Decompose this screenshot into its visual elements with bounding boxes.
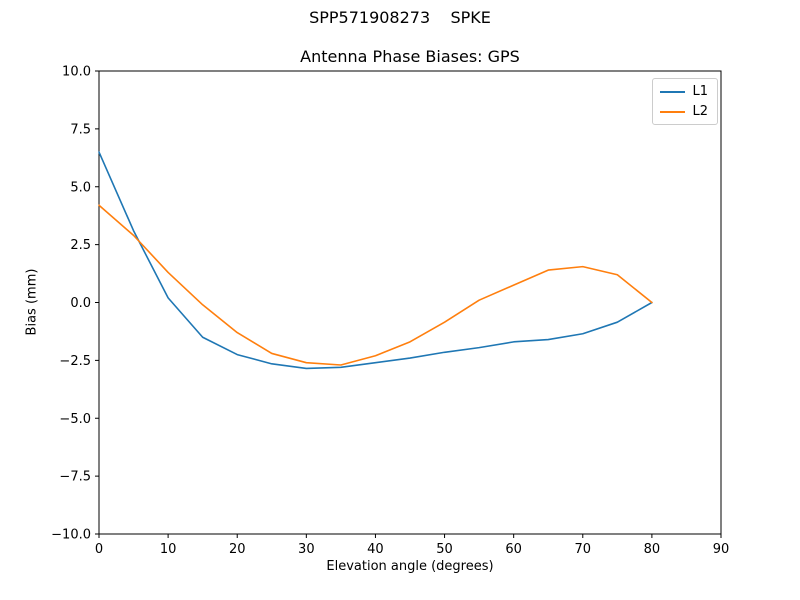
y-tick-label: −2.5 bbox=[59, 354, 91, 369]
x-tick-label: 80 bbox=[644, 542, 661, 557]
y-axis-label: Bias (mm) bbox=[24, 268, 40, 336]
y-tick-label: 7.5 bbox=[70, 122, 91, 137]
y-tick-label: 2.5 bbox=[70, 238, 91, 253]
x-tick-label: 40 bbox=[367, 542, 384, 557]
axes-title: Antenna Phase Biases: GPS bbox=[300, 47, 520, 66]
series-line-l2 bbox=[98, 204, 653, 366]
axes-spines bbox=[98, 70, 722, 535]
legend-line-sample bbox=[660, 90, 686, 93]
x-tick-label: 90 bbox=[713, 542, 730, 557]
legend: L1 L2 bbox=[652, 78, 718, 125]
y-tick-label: −5.0 bbox=[59, 412, 91, 427]
legend-line-sample bbox=[660, 110, 686, 113]
y-tick-label: −7.5 bbox=[59, 470, 91, 485]
series-line-l1 bbox=[98, 151, 653, 370]
legend-label: L1 bbox=[692, 84, 708, 99]
x-tick-label: 60 bbox=[505, 542, 522, 557]
y-tick-label: −10.0 bbox=[51, 528, 91, 543]
x-tick-label: 50 bbox=[436, 542, 453, 557]
legend-label: L2 bbox=[692, 104, 708, 119]
x-tick-label: 20 bbox=[229, 542, 246, 557]
x-tick-label: 70 bbox=[575, 542, 592, 557]
legend-entry-l1: L1 bbox=[660, 84, 708, 99]
x-axis-label: Elevation angle (degrees) bbox=[326, 559, 494, 574]
x-tick-label: 0 bbox=[95, 542, 103, 557]
y-tick-label: 5.0 bbox=[70, 180, 91, 195]
y-tick-label: 0.0 bbox=[70, 296, 91, 311]
legend-entry-l2: L2 bbox=[660, 104, 708, 119]
y-tick-label: 10.0 bbox=[62, 65, 91, 80]
x-tick-label: 10 bbox=[160, 542, 177, 557]
figure-suptitle: SPP571908273 SPKE bbox=[309, 8, 491, 27]
x-tick-label: 30 bbox=[298, 542, 315, 557]
